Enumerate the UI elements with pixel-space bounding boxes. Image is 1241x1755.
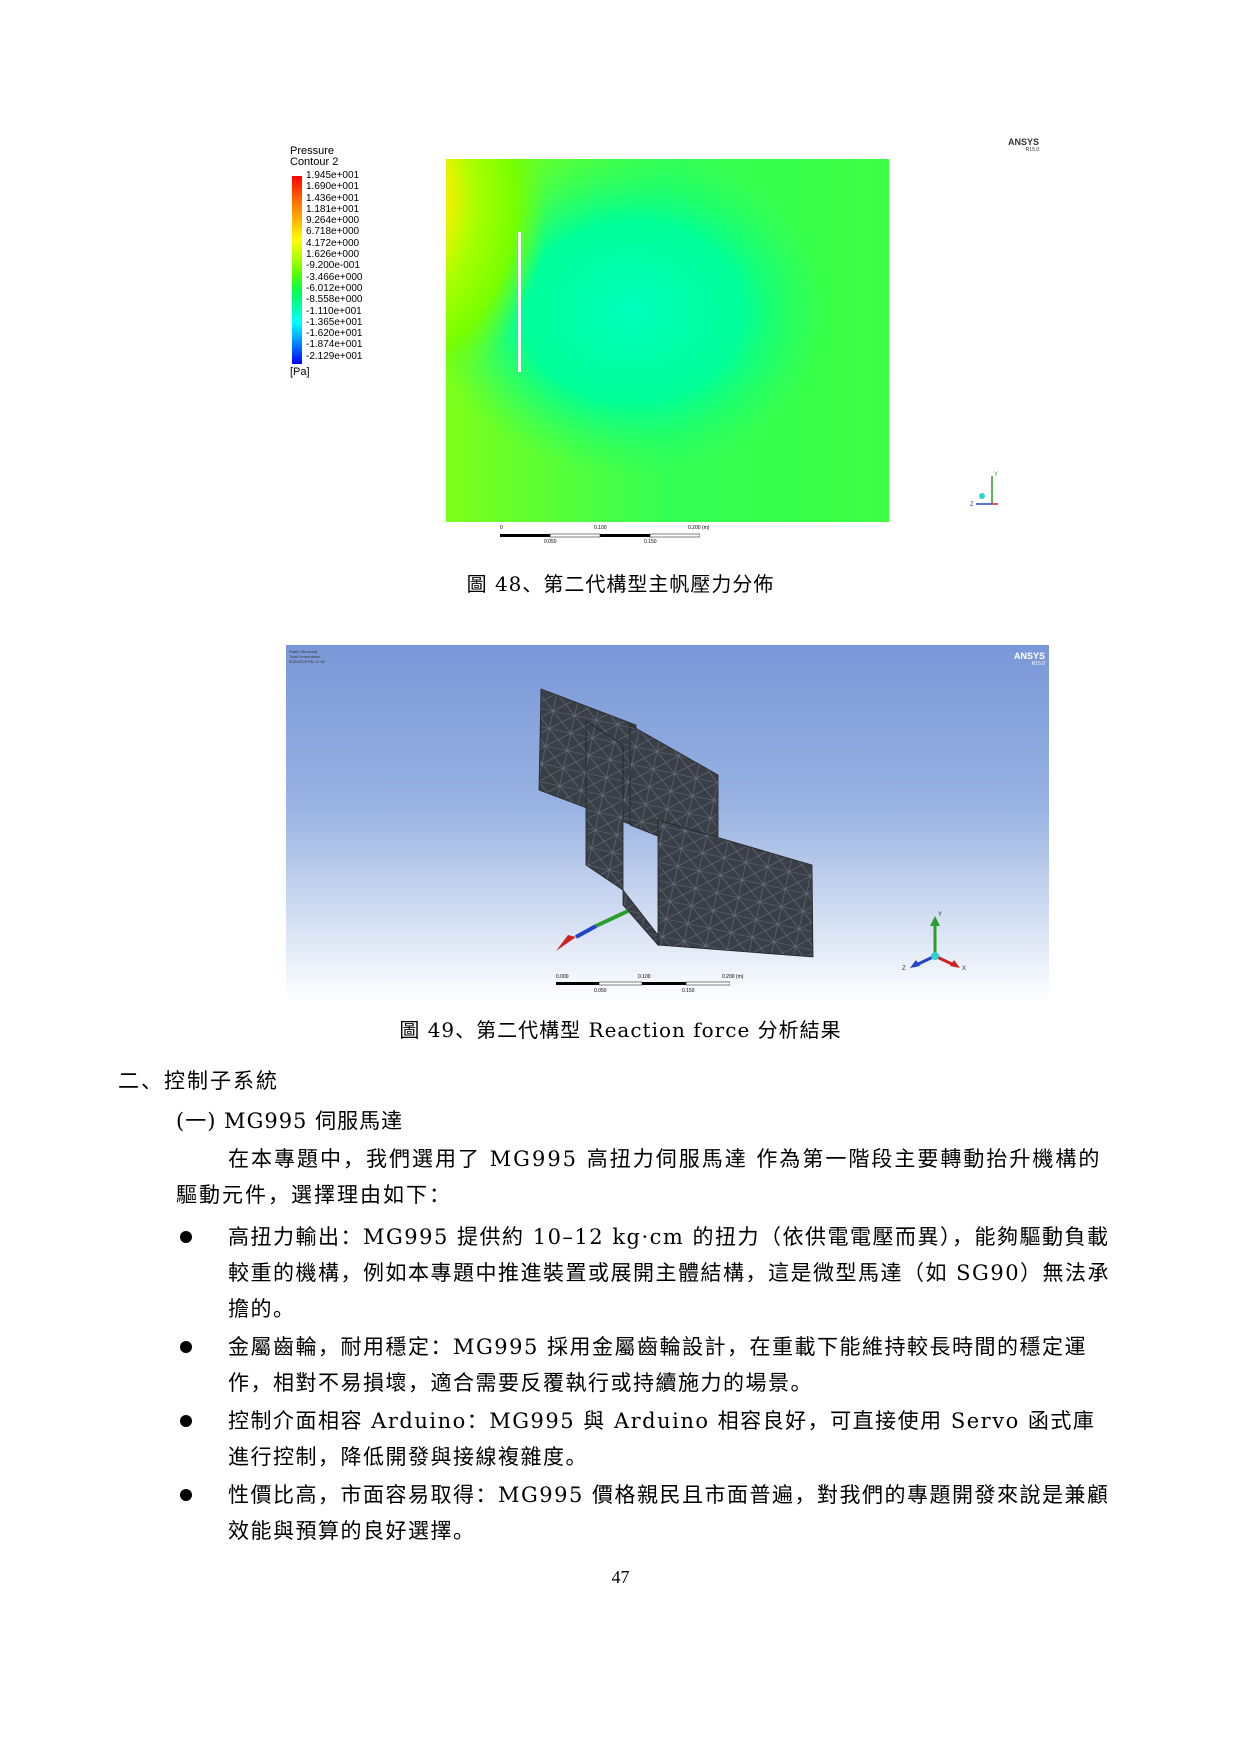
scale-label: 0.200 (m) <box>722 974 744 980</box>
section-heading: 二、控制子系統 <box>118 1069 279 1093</box>
ansys-logo-version: R15.0 <box>1031 661 1046 667</box>
bullet-icon <box>180 1489 192 1501</box>
sail-panel-lower <box>622 888 659 947</box>
ansys-logo-text: ANSYS <box>1008 137 1040 147</box>
scale-label: 0.200 (m) <box>688 525 710 531</box>
legend-values: 1.945e+001 1.690e+001 1.436e+001 1.181e+001… <box>306 170 362 362</box>
list-item-text: 性價比高，市面容易取得：MG995 價格親民且市面普遍，對我們的專題開發來說是兼… <box>228 1483 1110 1543</box>
figure-49-reaction-force: Static Structural Total Deformation 5/25… <box>286 645 1049 1002</box>
intro-paragraph: 在本專題中，我們選用了 MG995 高扭力伺服馬達 作為第一階段主要轉動抬升機構… <box>176 1141 1116 1213</box>
legend-title-line1: Pressure <box>290 145 335 157</box>
list-item: 性價比高，市面容易取得：MG995 價格親民且市面普遍，對我們的專題開發來說是兼… <box>176 1477 1116 1549</box>
pressure-colorbar <box>292 176 302 364</box>
scale-label: 0.100 <box>638 974 651 980</box>
ansys-logo: ANSYS R15.0 <box>1008 137 1040 154</box>
header-line: Static Structural <box>289 649 318 654</box>
legend-value: -1.620e+001 <box>306 328 363 340</box>
legend-value: 9.264e+000 <box>306 215 360 227</box>
sail-panel-right <box>657 819 814 958</box>
svg-text:X: X <box>962 966 966 972</box>
axis-triad-icon: Y X Z <box>902 912 966 972</box>
header-line: Total Deformation <box>289 654 321 659</box>
legend-value: 4.172e+000 <box>306 237 360 249</box>
bullet-icon <box>180 1231 192 1243</box>
legend-value: 1.181e+001 <box>306 203 360 215</box>
legend-title: Pressure Contour 2 <box>290 146 338 168</box>
legend-value: -6.012e+000 <box>306 282 363 294</box>
figure-48-pressure-contour: Pressure Contour 2 1.945e+001 1.690e+001 1… <box>286 137 1066 560</box>
list-item-text: 金屬齒輪，耐用穩定：MG995 採用金屬齒輪設計，在重載下能維持較長時間的穩定運… <box>228 1335 1088 1395</box>
ansys-logo-text: ANSYS <box>1014 651 1046 661</box>
scale-label: 0.050 <box>544 539 557 545</box>
scale-label: 0.050 <box>594 988 607 994</box>
header-line: 5/25/2025 PM 12:31 <box>289 659 326 664</box>
sail-plate <box>518 232 521 372</box>
scale-label: 0.150 <box>644 539 657 545</box>
legend-value: 1.436e+001 <box>306 192 360 204</box>
scale-bar-graphic <box>556 981 730 986</box>
list-item: 金屬齒輪，耐用穩定：MG995 採用金屬齒輪設計，在重載下能維持較長時間的穩定運… <box>176 1329 1116 1401</box>
sail-panel-front <box>585 720 624 891</box>
list-item-text: 控制介面相容 Arduino：MG995 與 Arduino 相容良好，可直接使… <box>228 1409 1096 1469</box>
scale-label: 0.000 <box>556 974 569 980</box>
page-number: 47 <box>611 1567 630 1587</box>
ansys-logo: ANSYS R15.0 <box>1014 651 1046 668</box>
intro-text: 在本專題中，我們選用了 MG995 高扭力伺服馬達 作為第一階段主要轉動抬升機構… <box>176 1147 1102 1207</box>
svg-text:Z: Z <box>902 966 906 972</box>
legend-value: -1.110e+001 <box>306 305 362 317</box>
legend-title-line2: Contour 2 <box>290 156 339 168</box>
figure-48-caption: 圖 48、第二代構型主帆壓力分佈 <box>466 572 775 596</box>
legend-value: 1.690e+001 <box>306 181 360 193</box>
bullet-icon <box>180 1341 192 1353</box>
svg-text:Z: Z <box>970 502 974 508</box>
svg-text:Y: Y <box>994 472 998 478</box>
axis-arrow <box>595 909 629 928</box>
legend-value: 6.718e+000 <box>306 226 360 238</box>
legend-value: -3.466e+000 <box>306 271 363 283</box>
axis-arrow <box>575 924 597 939</box>
list-item-text: 高扭力輸出：MG995 提供約 10–12 kg·cm 的扭力（依供電電壓而異）… <box>228 1225 1111 1321</box>
subsection-heading: (一) MG995 伺服馬達 <box>176 1109 404 1133</box>
scale-label: 0.150 <box>682 988 695 994</box>
legend-value: -9.200e-001 <box>306 260 360 272</box>
legend-value: 1.626e+000 <box>306 249 360 261</box>
legend-value: 1.945e+001 <box>306 170 360 181</box>
list-item: 控制介面相容 Arduino：MG995 與 Arduino 相容良好，可直接使… <box>176 1403 1116 1475</box>
axis-arrowhead <box>556 935 576 951</box>
scale-label: 0.100 <box>594 525 607 531</box>
analysis-header: Static Structural Total Deformation 5/25… <box>289 649 325 664</box>
figure-49-caption: 圖 49、第二代構型 Reaction force 分析結果 <box>399 1018 842 1042</box>
list-item: 高扭力輸出：MG995 提供約 10–12 kg·cm 的扭力（依供電電壓而異）… <box>176 1219 1116 1327</box>
ansys-logo-version: R15.0 <box>1025 147 1040 153</box>
legend-value: -1.874e+001 <box>306 339 363 351</box>
reasons-list: 高扭力輸出：MG995 提供約 10–12 kg·cm 的扭力（依供電電壓而異）… <box>176 1219 1116 1551</box>
mesh-model <box>538 688 814 958</box>
legend-value: -8.558e+000 <box>306 294 363 306</box>
scale-label: 0 <box>500 525 503 531</box>
legend-value: -1.365e+001 <box>306 316 363 328</box>
legend-unit: [Pa] <box>290 366 310 378</box>
bullet-icon <box>180 1415 192 1427</box>
svg-text:Y: Y <box>938 912 942 918</box>
legend-value: -2.129e+001 <box>306 350 363 362</box>
pressure-contour-plot <box>446 159 889 522</box>
axis-triad-icon: Y Z <box>970 472 998 508</box>
scale-bar-graphic <box>500 533 700 538</box>
